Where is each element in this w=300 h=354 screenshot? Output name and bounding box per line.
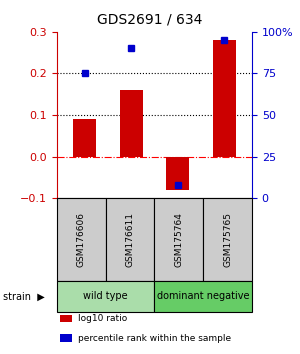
Text: wild type: wild type [83, 291, 128, 302]
Text: strain  ▶: strain ▶ [3, 291, 45, 302]
Text: dominant negative: dominant negative [157, 291, 250, 302]
Text: GDS2691 / 634: GDS2691 / 634 [97, 12, 203, 27]
Bar [212, 40, 236, 156]
Text: GSM176606: GSM176606 [77, 212, 86, 267]
Text: log10 ratio: log10 ratio [78, 314, 127, 323]
Text: GSM175764: GSM175764 [174, 212, 183, 267]
Text: percentile rank within the sample: percentile rank within the sample [78, 333, 231, 343]
Text: GSM176611: GSM176611 [126, 212, 135, 267]
Bar [166, 156, 189, 190]
Text: GSM175765: GSM175765 [223, 212, 232, 267]
Bar [120, 90, 143, 156]
Bar [73, 119, 97, 156]
